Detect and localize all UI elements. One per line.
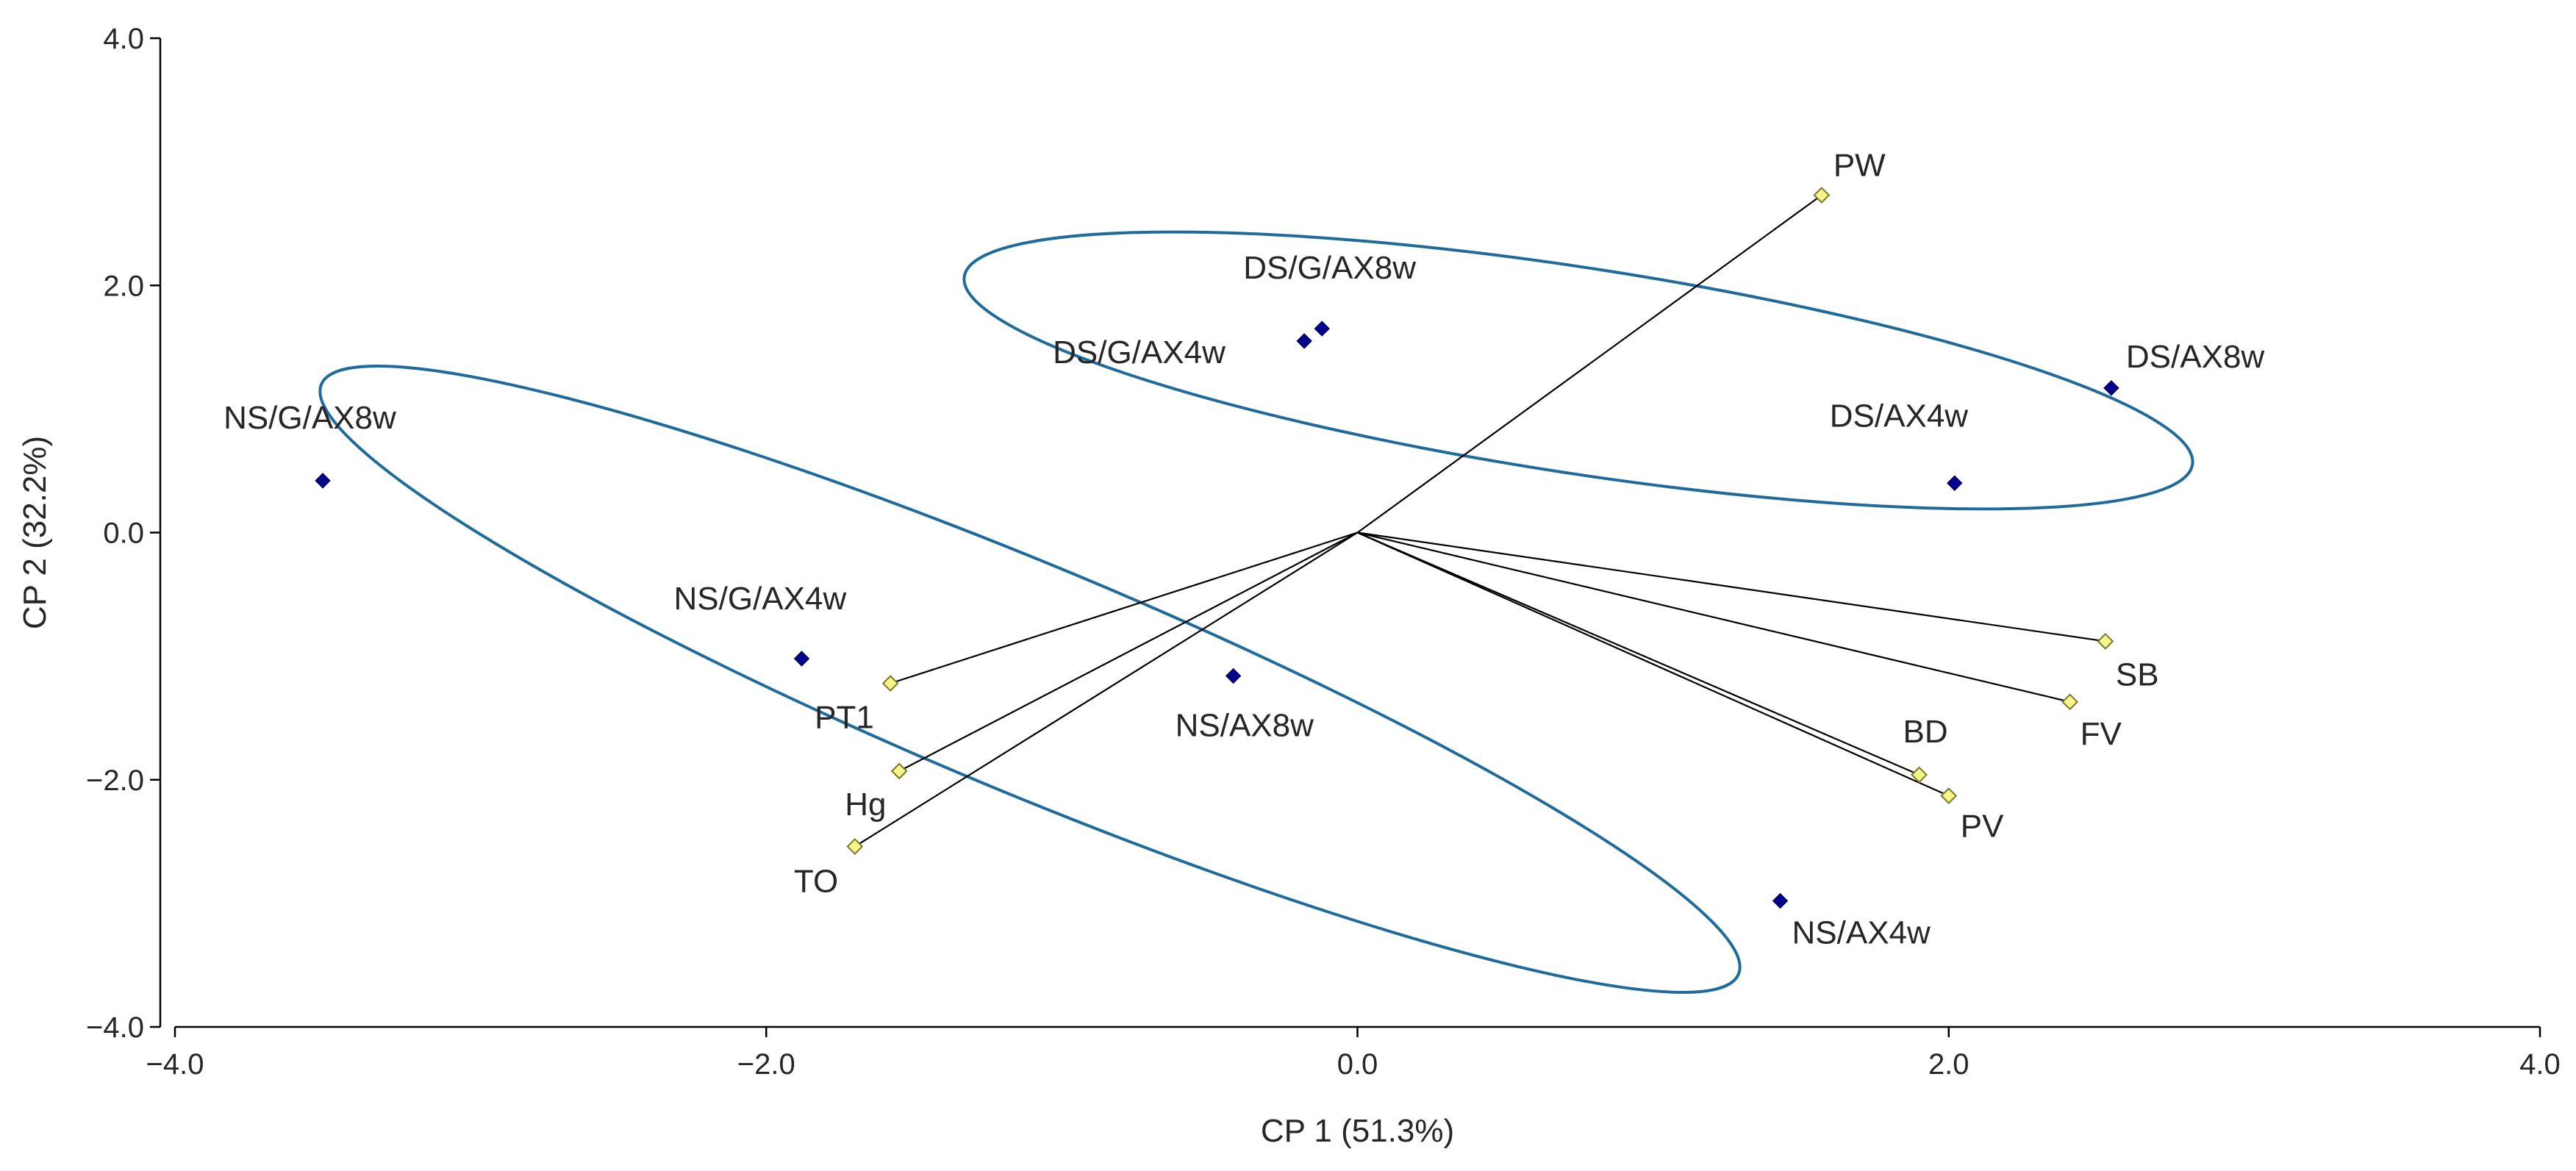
observation-point-ds-g-ax8w bbox=[1314, 320, 1330, 337]
y-tick-label: 4.0 bbox=[103, 23, 144, 55]
variable-label-pv: PV bbox=[1961, 809, 2004, 845]
y-tick-label: −4.0 bbox=[86, 1011, 144, 1044]
variable-point-pv bbox=[1940, 787, 1958, 805]
observation-label-ds-g-ax8w: DS/G/AX8w bbox=[1243, 250, 1416, 286]
observation-label-ns-g-ax8w: NS/G/AX8w bbox=[223, 400, 396, 436]
vector-fv bbox=[1357, 531, 2070, 703]
variable-point-hg bbox=[890, 762, 908, 780]
x-tick-label: 4.0 bbox=[2519, 1048, 2561, 1081]
variable-point-to bbox=[846, 838, 864, 855]
vector-pt1 bbox=[890, 531, 1358, 684]
variable-label-fv: FV bbox=[2081, 716, 2122, 752]
vector-hg bbox=[898, 531, 1359, 772]
observation-point-ds-g-ax4w bbox=[1296, 333, 1312, 349]
group-ellipse-ds bbox=[962, 230, 2194, 511]
vector-bd bbox=[1357, 531, 1920, 776]
observation-point-ns-ax8w bbox=[1225, 667, 1242, 684]
x-axis-title: CP 1 (51.3%) bbox=[1261, 1113, 1454, 1149]
vector-pw bbox=[1356, 194, 1822, 534]
observation-label-ns-ax8w: NS/AX8w bbox=[1176, 708, 1314, 744]
vector-sb bbox=[1357, 531, 2106, 642]
observation-label-ns-ax4w: NS/AX4w bbox=[1792, 915, 1931, 951]
variable-label-bd: BD bbox=[1903, 714, 1948, 750]
observation-point-ns-ax4w bbox=[1772, 892, 1789, 909]
variable-label-pt1: PT1 bbox=[815, 700, 874, 736]
variable-point-pt1 bbox=[881, 675, 899, 692]
loading-vectors bbox=[854, 194, 2106, 848]
variable-point-pw bbox=[1813, 187, 1831, 204]
x-tick-label: 2.0 bbox=[1928, 1048, 1969, 1081]
x-tick-label: −4.0 bbox=[146, 1048, 204, 1081]
y-axis-title: CP 2 (32.2%) bbox=[17, 436, 53, 629]
observation-label-ns-g-ax4w: NS/G/AX4w bbox=[674, 581, 847, 617]
variable-label-sb: SB bbox=[2116, 656, 2159, 692]
y-tick-label: 0.0 bbox=[103, 518, 144, 550]
group-ellipse-ns bbox=[318, 365, 1742, 994]
data-points bbox=[315, 187, 2119, 909]
variable-point-bd bbox=[1911, 766, 1928, 784]
observation-point-ds-ax8w bbox=[2103, 380, 2119, 396]
x-tick-label: −2.0 bbox=[737, 1048, 795, 1081]
axes: −4.0 −2.0 0.0 2.0 4.0 4.0 2.0 0.0 −2.0 −4.0 bbox=[86, 23, 2561, 1081]
group-ellipses bbox=[318, 230, 2194, 994]
observation-point-ds-ax4w bbox=[1947, 475, 1963, 491]
observation-label-ds-ax4w: DS/AX4w bbox=[1830, 398, 1969, 434]
observation-label-ds-g-ax4w: DS/G/AX4w bbox=[1053, 334, 1226, 370]
point-labels: NS/G/AX8w NS/G/AX4w NS/AX8w NS/AX4w DS/G/AX8… bbox=[223, 148, 2264, 951]
variable-point-sb bbox=[2097, 633, 2114, 650]
observation-point-ns-g-ax8w bbox=[315, 473, 331, 489]
x-tick-label: 0.0 bbox=[1337, 1048, 1378, 1081]
variable-point-fv bbox=[2061, 693, 2079, 711]
variable-label-pw: PW bbox=[1833, 148, 1886, 184]
y-tick-label: 2.0 bbox=[103, 270, 144, 302]
observation-point-ns-g-ax4w bbox=[793, 651, 810, 667]
variable-label-hg: Hg bbox=[845, 787, 886, 823]
vector-to bbox=[854, 531, 1359, 848]
y-tick-label: −2.0 bbox=[86, 764, 144, 797]
vector-pv bbox=[1357, 531, 1950, 797]
observation-label-ds-ax8w: DS/AX8w bbox=[2126, 339, 2265, 375]
variable-label-to: TO bbox=[794, 864, 838, 900]
